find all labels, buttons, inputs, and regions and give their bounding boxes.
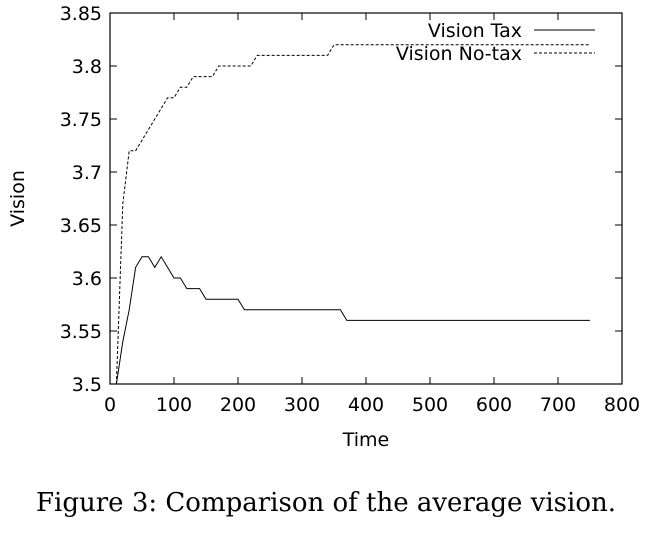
y-tick-label: 3.75 — [60, 109, 102, 131]
y-tick-label: 3.6 — [72, 268, 102, 290]
legend-label: Vision Tax — [428, 20, 522, 42]
x-axis-label: Time — [342, 429, 390, 451]
x-tick-label: 200 — [220, 394, 256, 416]
y-tick-label: 3.85 — [60, 3, 102, 25]
y-tick-label: 3.8 — [72, 56, 102, 78]
series-line-1 — [115, 44, 590, 385]
y-tick-label: 3.55 — [60, 321, 102, 343]
y-tick-label: 3.5 — [72, 374, 102, 396]
x-tick-label: 100 — [156, 394, 192, 416]
line-chart: 0 100 200 300 400 500 600 700 800 3.5 3.55 3.6 3.65 3… — [7, 3, 640, 451]
x-tick-label: 500 — [412, 394, 448, 416]
plot-frame — [109, 12, 623, 385]
x-tick-label: 400 — [348, 394, 384, 416]
axis-ticks — [109, 12, 623, 385]
x-tick-label: 700 — [540, 394, 576, 416]
x-tick-label: 300 — [284, 394, 320, 416]
x-tick-label: 0 — [104, 394, 116, 416]
x-tick-label: 800 — [604, 394, 640, 416]
tick-labels: 0 100 200 300 400 500 600 700 800 3.5 3.55 3.6 3.65 3… — [60, 3, 640, 416]
series-lines — [115, 44, 590, 385]
legend-label: Vision No-tax — [396, 43, 522, 65]
series-line-0 — [115, 255, 590, 385]
x-tick-label: 600 — [476, 394, 512, 416]
y-tick-label: 3.7 — [72, 162, 102, 184]
y-axis-label: Vision — [7, 170, 29, 227]
figure-caption: Figure 3: Comparison of the average visi… — [36, 488, 616, 518]
y-tick-label: 3.65 — [60, 215, 102, 237]
